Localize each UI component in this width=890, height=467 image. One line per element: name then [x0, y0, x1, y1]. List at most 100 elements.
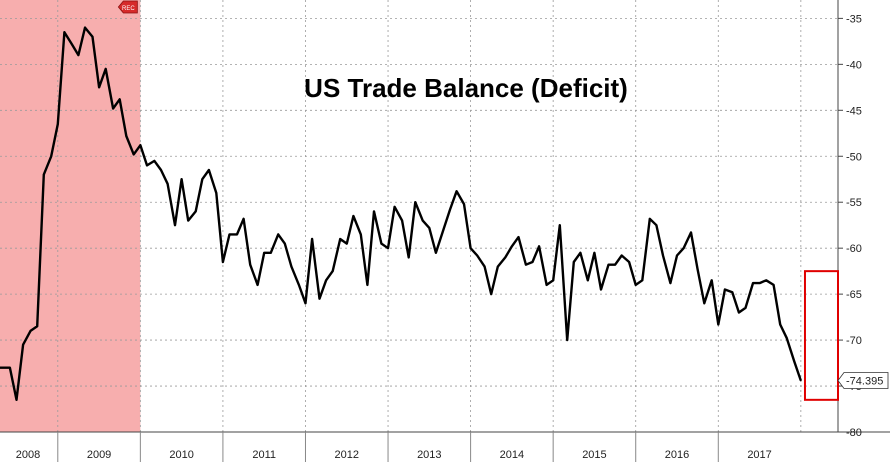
data-point [428, 227, 431, 229]
chart-title: US Trade Balance (Deficit) [304, 73, 628, 103]
data-point [786, 337, 788, 340]
data-point [587, 279, 589, 282]
data-point [263, 251, 265, 254]
data-point [84, 26, 86, 29]
data-point [339, 238, 341, 240]
data-point [0, 366, 1, 369]
data-point [538, 245, 540, 248]
data-point [56, 123, 59, 125]
data-point [497, 265, 499, 268]
x-tick-label: 2014 [500, 449, 524, 461]
y-tick-label: -60 [846, 243, 862, 255]
data-point [215, 192, 218, 194]
data-point [676, 254, 678, 257]
recession-flag [117, 0, 138, 14]
recession-shading-layer: REC [0, 0, 141, 432]
data-point [744, 307, 747, 309]
data-point [682, 247, 685, 249]
data-point [779, 323, 782, 326]
data-point [614, 263, 616, 266]
data-point [579, 251, 582, 254]
data-point [352, 215, 355, 217]
data-point [380, 242, 383, 245]
data-point [373, 210, 375, 213]
data-point [690, 231, 692, 234]
data-point [359, 233, 362, 236]
data-point [208, 169, 210, 171]
recession-band [0, 0, 141, 432]
data-point [738, 311, 740, 314]
data-point [325, 279, 327, 282]
data-point [366, 284, 369, 286]
y-tick-label: -40 [846, 59, 862, 71]
data-point [752, 282, 754, 284]
data-point [284, 242, 286, 245]
data-point [311, 238, 313, 240]
data-point [401, 219, 403, 222]
series-layer [0, 26, 802, 401]
data-point [125, 135, 128, 137]
data-point [187, 219, 190, 222]
y-tick-label: -80 [846, 427, 862, 439]
data-point [414, 201, 417, 204]
data-point [648, 217, 651, 220]
data-point [710, 279, 713, 282]
last-value-tag [837, 372, 889, 389]
data-point [270, 251, 272, 254]
y-tick-label: -65 [846, 289, 862, 301]
data-point [758, 282, 761, 284]
data-point [132, 153, 135, 156]
data-point [517, 236, 520, 238]
data-point [476, 254, 479, 257]
data-point [593, 251, 596, 254]
data-point [483, 265, 486, 268]
data-point [641, 279, 644, 282]
data-point [160, 169, 162, 171]
data-point [29, 330, 32, 332]
data-point [703, 302, 706, 305]
data-point [242, 217, 245, 220]
data-point [607, 263, 610, 266]
data-point [800, 379, 802, 382]
data-point [98, 86, 100, 89]
data-point [139, 144, 142, 147]
data-point [228, 233, 231, 236]
data-point [655, 224, 658, 226]
data-point [724, 288, 726, 291]
x-tick-label: 2009 [87, 449, 111, 461]
annotation-layer: -74.395 [803, 270, 889, 401]
data-point [112, 107, 114, 110]
last-value-label: -74.395 [846, 375, 883, 387]
data-point [146, 164, 148, 167]
x-tick-label: 2015 [582, 449, 606, 461]
data-point [620, 254, 623, 257]
y-tick-label: -45 [846, 105, 862, 117]
x-tick-label: 2013 [417, 449, 441, 461]
x-tick-label: 2010 [169, 449, 193, 461]
data-point [545, 284, 548, 286]
highlight-box [803, 270, 839, 401]
data-point [42, 173, 45, 176]
data-point [174, 224, 176, 226]
data-point [435, 251, 437, 254]
y-tick-label: -70 [846, 335, 862, 347]
data-point [449, 208, 451, 211]
data-point [504, 256, 507, 259]
data-point [552, 279, 554, 282]
data-point [331, 270, 334, 272]
data-point [277, 233, 280, 236]
data-point [50, 155, 52, 158]
data-point [600, 288, 602, 291]
data-point [180, 178, 183, 181]
data-point [63, 31, 66, 33]
x-tick-label: 2016 [665, 449, 689, 461]
y-tick-label: -55 [846, 197, 862, 209]
data-point [634, 284, 637, 286]
data-point [387, 247, 389, 249]
data-point [91, 35, 94, 38]
data-point [455, 190, 458, 192]
data-point [717, 323, 720, 326]
x-tick-label: 2012 [335, 449, 359, 461]
data-point [669, 282, 672, 284]
